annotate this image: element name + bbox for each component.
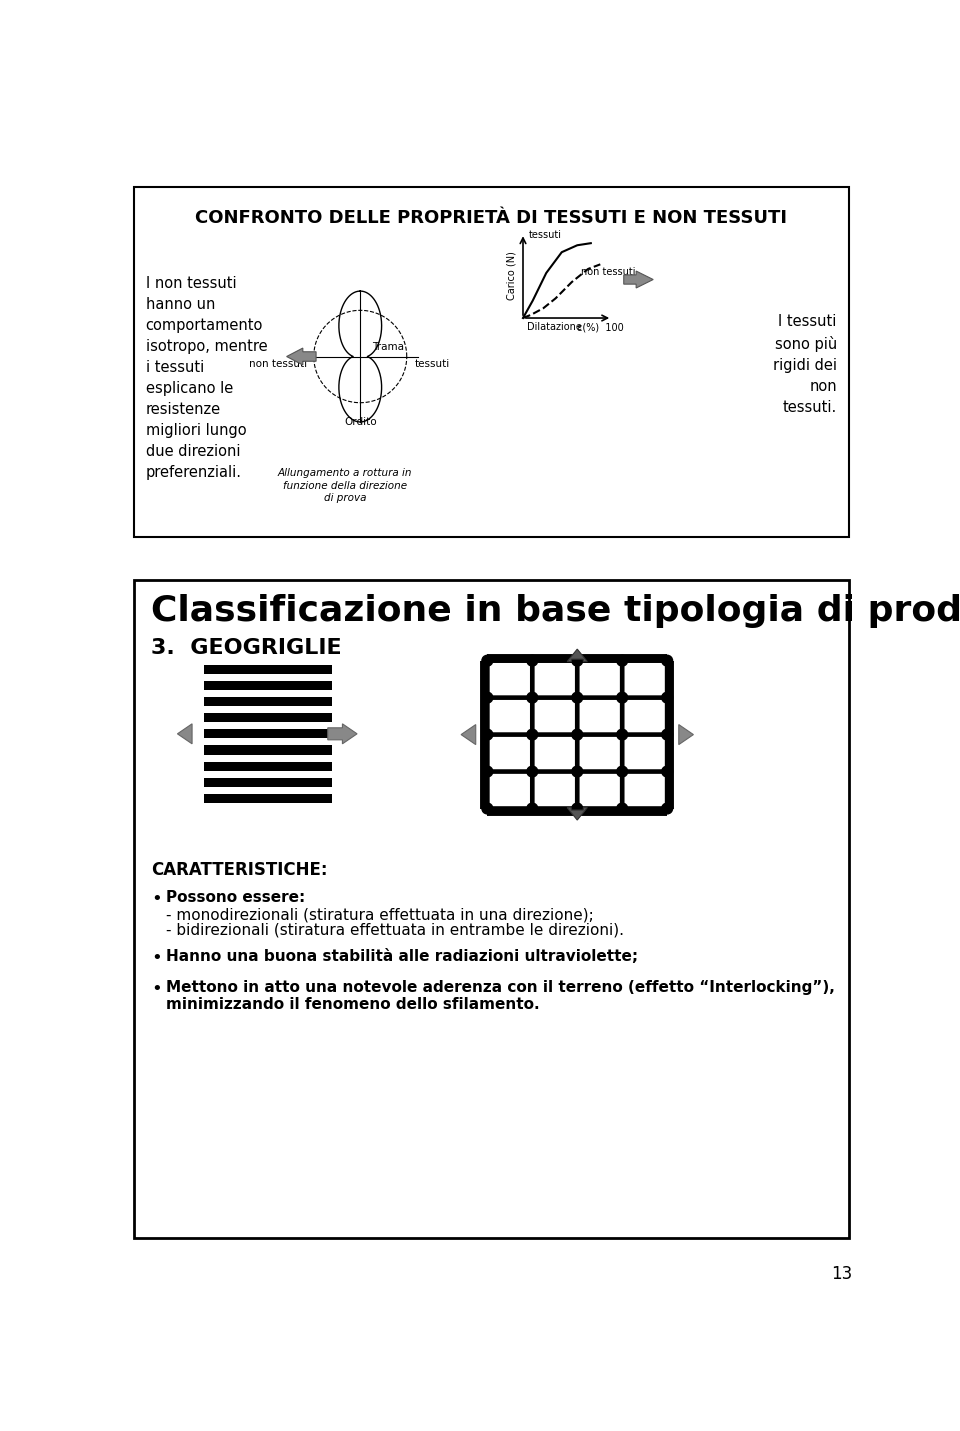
- Circle shape: [527, 766, 538, 777]
- Circle shape: [616, 655, 628, 665]
- Circle shape: [661, 655, 673, 665]
- Text: ε(%)  100: ε(%) 100: [577, 322, 624, 332]
- Circle shape: [482, 803, 492, 814]
- Circle shape: [616, 730, 628, 740]
- Polygon shape: [679, 724, 693, 744]
- Polygon shape: [567, 807, 588, 820]
- Text: non tessuti: non tessuti: [250, 359, 307, 369]
- Text: Possono essere:: Possono essere:: [166, 890, 305, 906]
- Circle shape: [572, 655, 583, 665]
- FancyBboxPatch shape: [580, 774, 620, 806]
- Text: Mettono in atto una notevole aderenza con il terreno (effetto “Interlocking”),: Mettono in atto una notevole aderenza co…: [166, 980, 835, 995]
- FancyBboxPatch shape: [580, 700, 620, 733]
- Bar: [204, 777, 331, 787]
- Bar: [204, 681, 331, 690]
- Bar: [134, 580, 849, 1238]
- Text: minimizzando il fenomeno dello sfilamento.: minimizzando il fenomeno dello sfilament…: [166, 997, 540, 1012]
- Circle shape: [482, 766, 492, 777]
- Polygon shape: [624, 270, 653, 288]
- Polygon shape: [287, 348, 316, 365]
- FancyBboxPatch shape: [535, 663, 575, 695]
- Text: CARATTERISTICHE:: CARATTERISTICHE:: [151, 861, 327, 879]
- Bar: [204, 794, 331, 803]
- Circle shape: [616, 693, 628, 703]
- FancyBboxPatch shape: [535, 737, 575, 770]
- Circle shape: [527, 730, 538, 740]
- Circle shape: [527, 693, 538, 703]
- Polygon shape: [178, 724, 192, 744]
- Text: non tessuti: non tessuti: [581, 266, 636, 276]
- Text: I tessuti
sono più
rigidi dei
non
tessuti.: I tessuti sono più rigidi dei non tessut…: [773, 315, 837, 415]
- Polygon shape: [461, 724, 476, 744]
- Circle shape: [572, 693, 583, 703]
- FancyBboxPatch shape: [535, 700, 575, 733]
- FancyBboxPatch shape: [535, 774, 575, 806]
- Text: •: •: [151, 890, 161, 909]
- Bar: [204, 746, 331, 754]
- FancyBboxPatch shape: [625, 663, 665, 695]
- Text: Hanno una buona stabilità alle radiazioni ultraviolette;: Hanno una buona stabilità alle radiazion…: [166, 949, 638, 964]
- FancyBboxPatch shape: [490, 774, 530, 806]
- FancyBboxPatch shape: [625, 737, 665, 770]
- Circle shape: [661, 693, 673, 703]
- Circle shape: [572, 803, 583, 814]
- Bar: [204, 761, 331, 771]
- FancyBboxPatch shape: [490, 663, 530, 695]
- Text: Allungamento a rottura in
funzione della direzione
di prova: Allungamento a rottura in funzione della…: [277, 468, 412, 502]
- Circle shape: [616, 766, 628, 777]
- Text: Carico (N): Carico (N): [507, 252, 516, 301]
- Text: tessuti: tessuti: [529, 230, 563, 240]
- Circle shape: [616, 803, 628, 814]
- Text: CONFRONTO DELLE PROPRIETÀ DI TESSUTI E NON TESSUTI: CONFRONTO DELLE PROPRIETÀ DI TESSUTI E N…: [195, 209, 787, 226]
- Circle shape: [661, 803, 673, 814]
- Bar: [134, 187, 849, 538]
- FancyBboxPatch shape: [490, 700, 530, 733]
- Text: 3.  GEOGRIGLIE: 3. GEOGRIGLIE: [151, 638, 342, 658]
- Circle shape: [527, 803, 538, 814]
- Circle shape: [661, 766, 673, 777]
- FancyBboxPatch shape: [580, 737, 620, 770]
- Text: 13: 13: [831, 1265, 852, 1284]
- Circle shape: [482, 655, 492, 665]
- Text: •: •: [151, 949, 161, 967]
- Bar: [204, 697, 331, 705]
- Text: Trama: Trama: [372, 342, 404, 352]
- Text: Classificazione in base tipologia di prodotto: Classificazione in base tipologia di pro…: [151, 594, 960, 628]
- Text: I non tessuti
hanno un
comportamento
isotropo, mentre
i tessuti
esplicano le
res: I non tessuti hanno un comportamento iso…: [146, 276, 267, 479]
- Bar: [204, 664, 331, 674]
- FancyBboxPatch shape: [490, 737, 530, 770]
- Text: tessuti: tessuti: [415, 359, 449, 369]
- Text: Ordito: Ordito: [344, 418, 376, 428]
- FancyBboxPatch shape: [580, 663, 620, 695]
- Polygon shape: [327, 724, 357, 744]
- Circle shape: [482, 693, 492, 703]
- Text: - bidirezionali (stiratura effettuata in entrambe le direzioni).: - bidirezionali (stiratura effettuata in…: [166, 923, 625, 937]
- Bar: [204, 713, 331, 723]
- Circle shape: [527, 655, 538, 665]
- Circle shape: [572, 730, 583, 740]
- Text: - monodirezionali (stiratura effettuata in una direzione);: - monodirezionali (stiratura effettuata …: [166, 907, 594, 922]
- Bar: [204, 730, 331, 738]
- Circle shape: [482, 730, 492, 740]
- Circle shape: [572, 766, 583, 777]
- FancyBboxPatch shape: [625, 700, 665, 733]
- Text: •: •: [151, 980, 161, 999]
- Text: Dilatazione: Dilatazione: [527, 322, 582, 332]
- Circle shape: [661, 730, 673, 740]
- Polygon shape: [567, 650, 588, 661]
- FancyBboxPatch shape: [625, 774, 665, 806]
